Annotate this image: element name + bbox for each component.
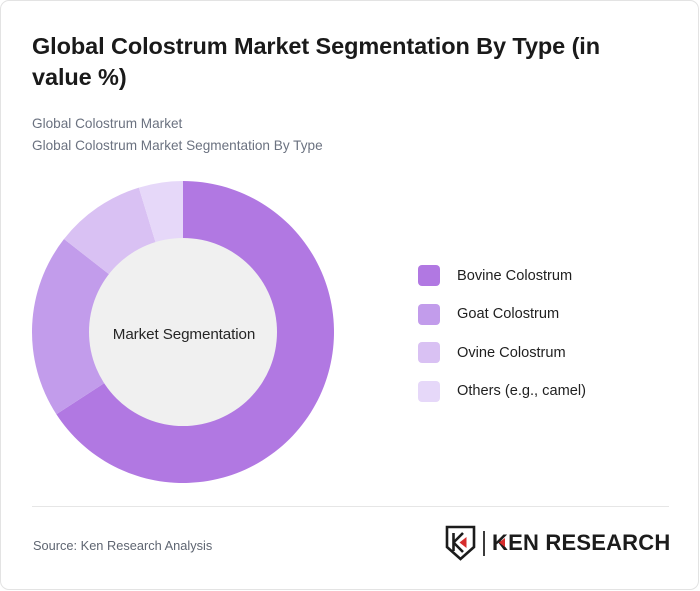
legend-item[interactable]: Ovine Colostrum — [418, 340, 586, 365]
legend-item-label: Ovine Colostrum — [457, 344, 566, 361]
brand-red-triangle-icon — [499, 538, 505, 547]
footer-divider — [32, 506, 669, 507]
chart-legend: Bovine Colostrum Goat Colostrum Ovine Colo… — [418, 263, 586, 404]
legend-item[interactable]: Goat Colostrum — [418, 302, 586, 327]
legend-swatch — [418, 303, 440, 325]
legend-swatch — [418, 265, 440, 286]
legend-item[interactable]: Others (e.g., camel) — [418, 379, 586, 404]
page-title: Global Colostrum Market Segmentation By … — [32, 33, 600, 91]
subtitle-block: Global Colostrum Market Global Colostrum… — [32, 113, 632, 157]
subtitle-line-market: Global Colostrum Market — [32, 116, 183, 131]
source-note: Source: Ken Research Analysis — [33, 538, 213, 553]
donut-hole — [89, 238, 277, 426]
logo-divider — [483, 530, 485, 556]
brand-wordmark-svg: KEN RESEARCH — [492, 530, 670, 555]
legend-item-label: Goat Colostrum — [457, 306, 560, 322]
legend-swatch — [418, 380, 440, 402]
donut-chart-svg — [32, 181, 334, 483]
brand-wordmark: KEN RESEARCH — [492, 530, 700, 556]
legend-item-label: Others (e.g., camel) — [457, 383, 586, 399]
brand-wordmark-text: KEN RESEARCH — [492, 530, 670, 555]
subtitle-line-segmentation: Global Colostrum Market Segmentation By … — [32, 138, 323, 154]
donut-chart: Market Segmentation — [21, 170, 345, 494]
legend-item[interactable]: Bovine Colostrum — [418, 263, 586, 288]
legend-swatch — [418, 342, 440, 363]
ken-research-shield-icon — [445, 525, 476, 561]
ken-research-logo: KEN RESEARCH — [444, 525, 700, 561]
legend-item-label: Bovine Colostrum — [457, 267, 573, 284]
